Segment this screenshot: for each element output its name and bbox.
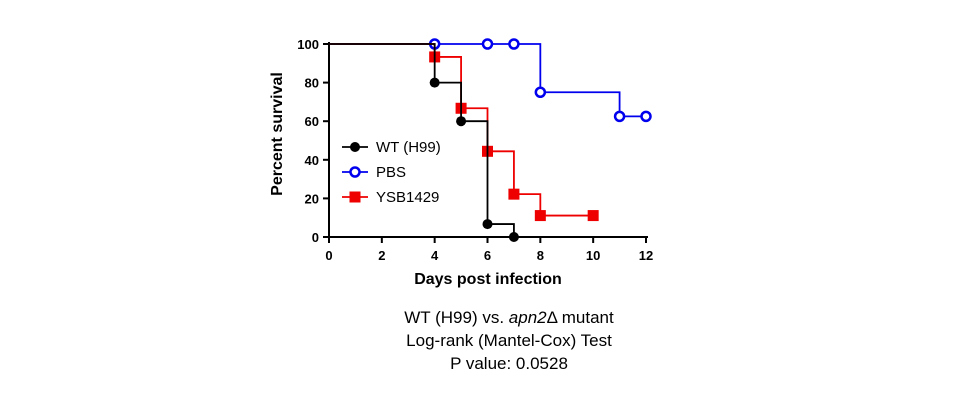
series-pbs	[329, 38, 652, 123]
series-ysb1429	[329, 43, 599, 222]
legend-label: PBS	[376, 164, 406, 181]
data-point-square	[508, 188, 520, 200]
series-group	[329, 38, 652, 242]
x-tick-label: 6	[484, 248, 491, 263]
data-point-square	[349, 191, 361, 203]
data-point-circle	[456, 116, 467, 127]
data-point-circle	[429, 77, 440, 88]
x-tick-label: 12	[639, 248, 653, 263]
survival-step-line	[329, 43, 594, 217]
legend-label: YSB1429	[376, 189, 439, 206]
y-tick-label: 40	[305, 153, 319, 168]
y-tick-label: 100	[297, 37, 319, 52]
axes: 0 2 4 6 8 10 12 0 20 40 60 80 100	[297, 37, 653, 263]
x-axis-label: Days post infection	[414, 271, 562, 288]
data-point-circle	[508, 232, 519, 242]
data-point-square	[587, 210, 599, 222]
legend-label: WT (H99)	[376, 139, 441, 156]
survival-chart: 0 2 4 6 8 10 12 0 20 40 60 80 100 WT (H99) PBS YSB1429…	[269, 37, 653, 288]
legend: WT (H99) PBS YSB1429	[342, 139, 441, 206]
data-point-square	[534, 210, 546, 222]
data-point-open-circle	[613, 110, 626, 123]
caption-p-value: P value: 0.0528	[450, 354, 568, 373]
data-point-open-circle	[481, 38, 494, 50]
y-tick-label: 60	[305, 114, 319, 129]
data-point-circle	[350, 142, 360, 152]
data-point-open-circle	[349, 166, 361, 178]
y-tick-label: 80	[305, 76, 319, 91]
data-point-open-circle	[534, 86, 547, 98]
y-tick-label: 20	[305, 191, 319, 206]
y-tick-label: 0	[312, 230, 319, 245]
survival-step-line	[329, 43, 646, 118]
series-wt-h99	[329, 43, 519, 242]
data-point-open-circle	[640, 110, 652, 123]
x-tick-label: 4	[431, 248, 439, 263]
caption-comparison-prefix: WT (H99) vs.	[404, 308, 509, 327]
data-point-circle	[482, 219, 493, 230]
x-tick-label: 0	[325, 248, 332, 263]
y-axis-label: Percent survival	[269, 72, 286, 196]
x-tick-label: 2	[378, 248, 385, 263]
caption-gene-name: apn2	[508, 308, 547, 327]
data-point-open-circle	[508, 38, 520, 50]
caption-comparison-suffix: Δ mutant	[546, 308, 614, 327]
x-tick-label: 8	[537, 248, 544, 263]
x-tick-label: 10	[586, 248, 600, 263]
statistics-caption: WT (H99) vs. apn2Δ mutant Log-rank (Mant…	[0, 306, 960, 375]
caption-comparison: WT (H99) vs. apn2Δ mutant	[58, 306, 960, 329]
caption-test-name: Log-rank (Mantel-Cox) Test	[406, 331, 612, 350]
